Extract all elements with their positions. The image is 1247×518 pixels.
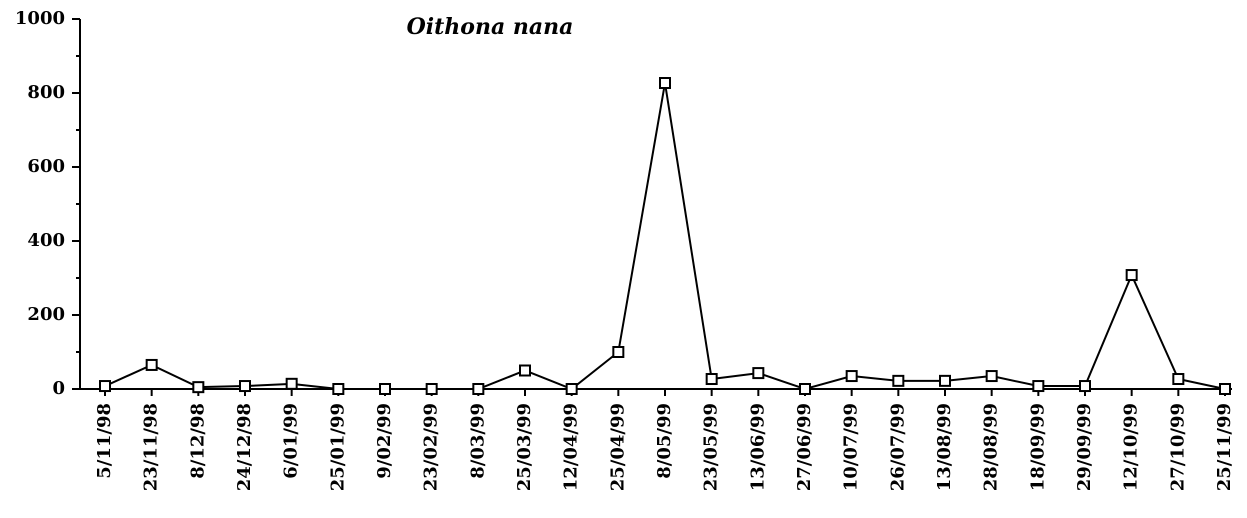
data-line <box>104 82 1226 391</box>
x-tick-label: 9/02/99 <box>374 403 395 479</box>
y-tick-label: 800 <box>27 82 65 103</box>
x-tick-label: 12/04/99 <box>561 403 582 491</box>
x-tick-label: 25/01/99 <box>327 403 348 491</box>
x-tick-label: 13/06/99 <box>747 403 768 491</box>
x-tick-label: 25/04/99 <box>607 403 628 491</box>
data-point <box>845 370 858 383</box>
x-tick-label: 24/12/98 <box>234 403 255 491</box>
data-point <box>939 374 951 387</box>
x-tick-label: 28/08/99 <box>981 403 1002 491</box>
x-tick-label: 6/01/99 <box>281 403 302 479</box>
x-tick-label: 8/12/98 <box>187 403 208 479</box>
x-tick-label: 25/03/99 <box>514 403 535 491</box>
data-point <box>1125 269 1138 282</box>
x-tick-label: 26/07/99 <box>887 403 908 491</box>
data-point <box>565 383 578 395</box>
data-point <box>752 367 765 380</box>
data-point <box>1219 383 1231 395</box>
x-tick-label: 8/03/99 <box>467 403 488 479</box>
x-tick-label: 10/07/99 <box>841 403 862 491</box>
data-point <box>519 364 531 377</box>
data-point <box>1032 380 1045 393</box>
x-tick-label: 27/10/99 <box>1167 403 1188 491</box>
x-tick-label: 27/06/99 <box>794 403 815 491</box>
y-tick-label: 0 <box>52 378 65 399</box>
data-point <box>472 383 485 395</box>
data-point <box>332 383 345 395</box>
x-tick-label: 13/08/99 <box>934 403 955 491</box>
x-tick-label: 23/02/99 <box>421 403 442 491</box>
data-point <box>612 346 625 358</box>
x-tick-label: 23/11/98 <box>141 403 162 491</box>
x-tick-label: 12/10/99 <box>1121 403 1142 491</box>
data-point <box>192 381 205 394</box>
data-point <box>985 370 998 383</box>
data-point <box>379 383 391 395</box>
y-tick-label: 200 <box>27 304 65 325</box>
data-point <box>1172 373 1185 386</box>
data-point <box>285 377 298 390</box>
data-point <box>99 380 111 393</box>
data-point <box>1079 380 1091 393</box>
data-point <box>425 383 438 395</box>
x-tick-label: 23/05/99 <box>701 403 722 491</box>
chart-title: Oithona nana <box>407 14 574 40</box>
data-point <box>892 374 905 387</box>
data-point <box>239 380 251 393</box>
data-point <box>705 373 718 386</box>
x-tick-label: 29/09/99 <box>1074 403 1095 491</box>
data-point <box>145 358 158 371</box>
y-tick-label: 1000 <box>15 8 65 29</box>
data-point <box>659 77 671 90</box>
x-tick-label: 18/09/99 <box>1027 403 1048 491</box>
y-tick-label: 600 <box>27 156 65 177</box>
x-tick-label: 5/11/98 <box>94 403 115 479</box>
y-tick-label: 400 <box>27 230 65 251</box>
data-point <box>799 383 811 395</box>
x-tick-label: 8/05/99 <box>654 403 675 479</box>
x-tick-label: 25/11/99 <box>1214 403 1235 491</box>
